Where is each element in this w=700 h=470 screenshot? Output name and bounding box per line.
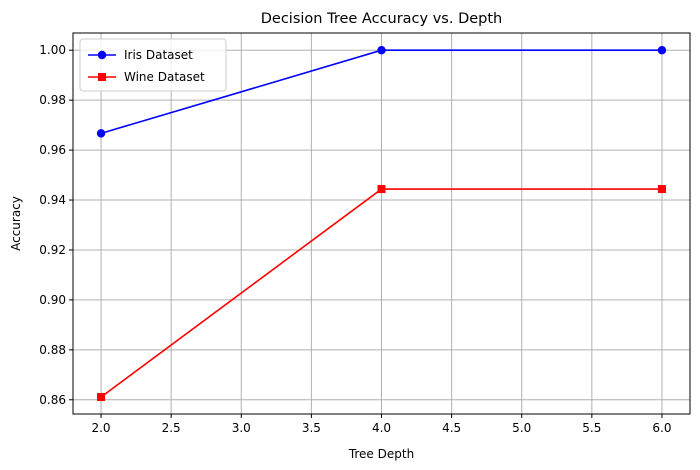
y-tick-label: 0.86 — [39, 393, 66, 407]
data-point — [657, 46, 667, 55]
y-tick-label: 0.94 — [39, 193, 66, 207]
legend-marker — [98, 73, 106, 81]
x-axis-label: Tree Depth — [348, 447, 414, 461]
legend-label: Iris Dataset — [124, 48, 193, 62]
y-tick-label: 0.88 — [39, 343, 66, 357]
data-point — [96, 129, 106, 138]
y-tick-label: 0.90 — [39, 293, 66, 307]
legend: Iris Dataset Wine Dataset — [79, 38, 227, 92]
x-tick-label: 2.0 — [91, 421, 110, 435]
legend-box — [79, 38, 227, 92]
data-point — [377, 46, 386, 55]
data-point — [657, 185, 666, 194]
plot-frame — [72, 32, 691, 415]
legend-label: Wine Dataset — [124, 70, 205, 84]
x-tick-label: 5.0 — [512, 421, 531, 435]
data-point — [97, 393, 106, 402]
x-tick-label: 4.0 — [372, 421, 391, 435]
data-point — [377, 185, 386, 194]
y-tick-label: 0.92 — [39, 243, 66, 257]
x-tick-label: 2.5 — [162, 421, 181, 435]
ticks: 2.0 2.5 3.0 3.5 4.0 4.5 5.0 5.5 6.0 0.86 0.88 0.90 0… — [39, 43, 671, 435]
x-tick-label: 6.0 — [652, 421, 671, 435]
chart-title: Decision Tree Accuracy vs. Depth — [261, 11, 503, 27]
x-tick-label: 5.5 — [582, 421, 601, 435]
series — [96, 46, 667, 402]
x-tick-label: 3.0 — [232, 421, 251, 435]
y-tick-label: 0.96 — [39, 143, 66, 157]
x-tick-label: 4.5 — [442, 421, 461, 435]
y-axis-label: Accuracy — [9, 196, 23, 251]
legend-marker — [97, 50, 107, 60]
y-tick-label: 0.98 — [39, 93, 66, 107]
y-tick-label: 1.00 — [39, 43, 66, 57]
x-tick-label: 3.5 — [302, 421, 321, 435]
